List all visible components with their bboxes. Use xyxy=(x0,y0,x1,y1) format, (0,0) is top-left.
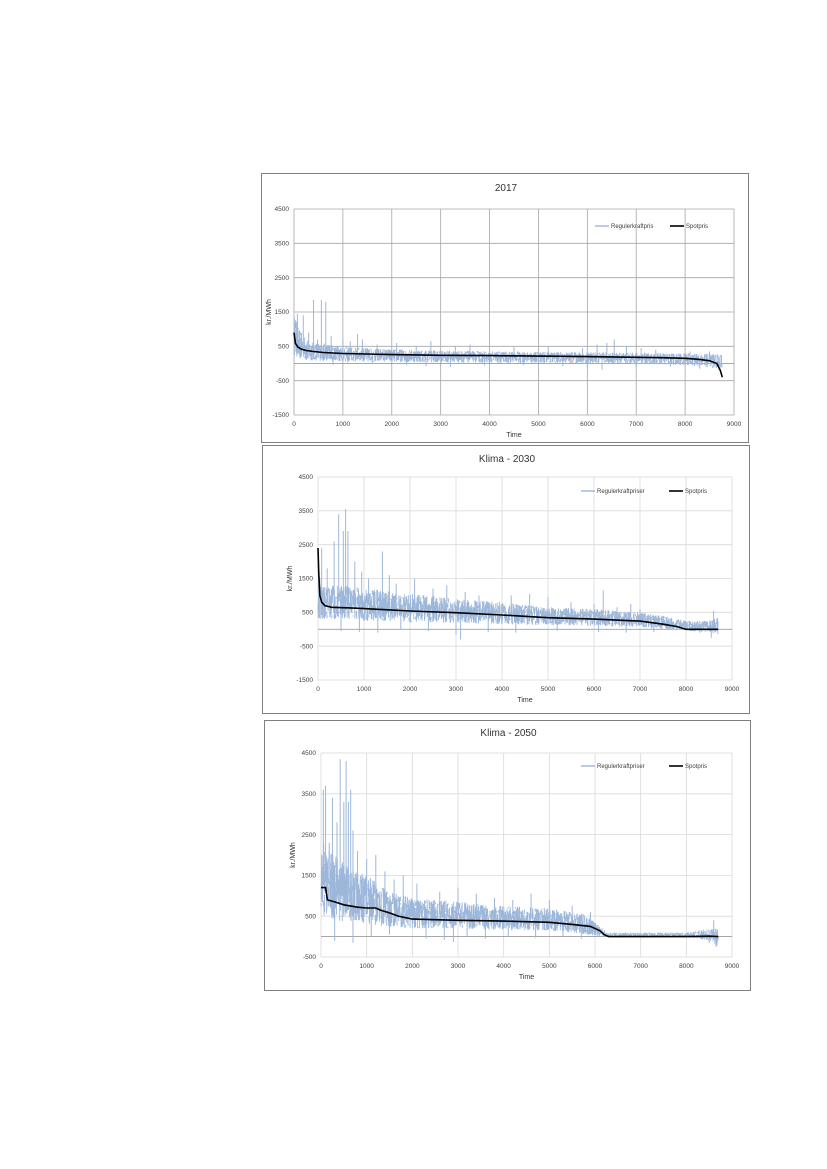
y-tick-label: 4500 xyxy=(275,206,290,213)
chart-panel-2017: 2017 0 1000 2000 3000 4000 5000 6000 7000 8000 900… xyxy=(261,173,749,443)
y-tick-label: -1500 xyxy=(296,677,313,684)
y-tick-label: 2500 xyxy=(275,275,290,282)
x-tick-label: 7000 xyxy=(629,421,644,428)
series-spotpris-line xyxy=(293,332,724,378)
x-axis-label: Time xyxy=(519,974,534,981)
x-tick-label: 8000 xyxy=(678,421,693,428)
y-tick-label: 1500 xyxy=(299,576,314,583)
gridlines xyxy=(320,752,733,958)
x-tick-label: 3000 xyxy=(451,963,466,970)
x-tick-label: 6000 xyxy=(588,963,603,970)
x-tick-label: 8000 xyxy=(679,963,694,970)
y-tick-label: 4500 xyxy=(302,750,317,757)
x-tick-label: 1000 xyxy=(359,963,374,970)
y-tick-label: 3500 xyxy=(299,508,314,515)
legend-label: Spotpris xyxy=(685,489,707,495)
x-tick-label: 9000 xyxy=(727,421,742,428)
x-tick-label: 0 xyxy=(316,686,320,693)
chart-title: Klima - 2050 xyxy=(480,728,537,739)
x-tick-label: 3000 xyxy=(433,421,448,428)
y-tick-label: 2500 xyxy=(299,542,314,549)
chart-panel-klima-2050: Klima - 2050 0 1000 2000 3000 4000 5000 6000 700… xyxy=(264,720,751,991)
x-axis-label: Time xyxy=(517,697,532,704)
x-tick-label: 5000 xyxy=(542,963,557,970)
x-tick-label: 0 xyxy=(292,421,296,428)
x-tick-label: 5000 xyxy=(531,421,546,428)
chart-klima-2030-svg: Klima - 2030 0 1000 2000 3000 4000 5000 6000 700… xyxy=(287,454,740,704)
legend-label: Regulerkraftpriser xyxy=(597,764,645,770)
y-tick-label: -500 xyxy=(276,378,289,385)
y-tick-label: 1500 xyxy=(302,873,317,880)
y-tick-label: -1500 xyxy=(272,412,289,419)
y-tick-label: 500 xyxy=(278,344,289,351)
x-tick-label: 2000 xyxy=(403,686,418,693)
series-regulerkraft-line xyxy=(293,316,723,371)
legend-label: Spotpris xyxy=(685,764,707,770)
x-tick-label: 4000 xyxy=(495,686,510,693)
x-tick-label: 9000 xyxy=(725,686,740,693)
x-tick-label: 2000 xyxy=(385,421,400,428)
series-spotpris-line xyxy=(317,547,719,631)
y-tick-label: -500 xyxy=(300,643,313,650)
y-tick-label: 500 xyxy=(302,610,313,617)
gridlines xyxy=(293,208,735,416)
y-tick-label: -500 xyxy=(303,954,316,961)
y-tick-label: 2500 xyxy=(302,832,317,839)
x-tick-label: 6000 xyxy=(587,686,602,693)
x-tick-label: 3000 xyxy=(449,686,464,693)
legend-label: Regulerkraftpriser xyxy=(597,489,645,495)
x-tick-label: 7000 xyxy=(633,963,648,970)
legend-label: Spotpris xyxy=(686,224,708,230)
chart-panel-klima-2030: Klima - 2030 0 1000 2000 3000 4000 5000 6000 700… xyxy=(262,445,750,714)
x-tick-label: 1000 xyxy=(357,686,372,693)
chart-title: Klima - 2030 xyxy=(479,454,536,465)
y-tick-label: 500 xyxy=(305,913,316,920)
x-tick-label: 4000 xyxy=(482,421,497,428)
series-spotpris-line xyxy=(321,886,719,938)
x-tick-label: 9000 xyxy=(725,963,740,970)
x-tick-label: 5000 xyxy=(541,686,556,693)
x-tick-label: 2000 xyxy=(405,963,420,970)
series-regulerkraft-line xyxy=(320,843,719,946)
y-tick-label: 3500 xyxy=(275,241,290,248)
chart-title: 2017 xyxy=(495,183,518,194)
x-tick-label: 4000 xyxy=(496,963,511,970)
x-tick-label: 6000 xyxy=(580,421,595,428)
y-axis-label: kr./MWh xyxy=(287,566,294,592)
x-tick-label: 1000 xyxy=(336,421,351,428)
legend-label: Regulerkraftpris xyxy=(611,224,653,230)
x-tick-label: 8000 xyxy=(679,686,694,693)
chart-klima-2050-svg: Klima - 2050 0 1000 2000 3000 4000 5000 6000 700… xyxy=(290,728,740,981)
y-axis-label: kr./MWh xyxy=(290,842,297,868)
x-axis-label: Time xyxy=(506,432,521,439)
y-axis-label: kr./MWh xyxy=(266,299,273,325)
y-tick-label: 1500 xyxy=(275,309,290,316)
chart-2017-svg: 2017 0 1000 2000 3000 4000 5000 6000 7000 8000 900… xyxy=(266,183,742,439)
y-tick-label: 3500 xyxy=(302,791,317,798)
gridlines xyxy=(317,476,733,681)
y-tick-label: 4500 xyxy=(299,474,314,481)
x-tick-label: 0 xyxy=(319,963,323,970)
x-tick-label: 7000 xyxy=(633,686,648,693)
